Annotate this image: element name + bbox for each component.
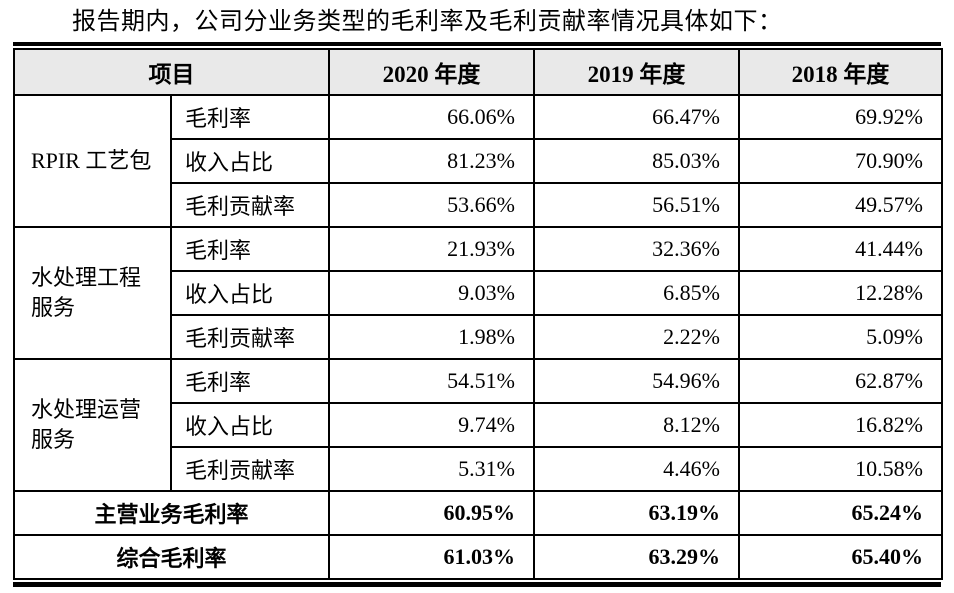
value-cell: 81.23% bbox=[328, 138, 535, 184]
table-row: RPIR 工艺包 毛利率 66.06% 66.47% 69.92% bbox=[13, 94, 943, 228]
value-cell: 6.85% bbox=[533, 270, 740, 316]
value-cell: 12.28% bbox=[738, 270, 943, 316]
value-cell: 66.06% bbox=[328, 94, 535, 140]
value-cell: 69.92% bbox=[738, 94, 943, 140]
value-cell: 56.51% bbox=[533, 182, 740, 228]
summary-row-main-business: 主营业务毛利率 60.95% 63.19% 65.24% bbox=[13, 490, 943, 536]
group-label-water-engineering: 水处理工程服务 bbox=[13, 226, 172, 360]
value-cell: 62.87% bbox=[738, 358, 943, 404]
value-cell: 41.44% bbox=[738, 226, 943, 272]
metric-label: 毛利率 bbox=[170, 94, 330, 140]
value-cell: 49.57% bbox=[738, 182, 943, 228]
value-cell: 85.03% bbox=[533, 138, 740, 184]
value-cell: 66.47% bbox=[533, 94, 740, 140]
header-year-2020: 2020 年度 bbox=[328, 48, 535, 96]
group-label-water-operation: 水处理运营服务 bbox=[13, 358, 172, 492]
value-cell: 65.40% bbox=[738, 534, 943, 580]
value-cell: 65.24% bbox=[738, 490, 943, 536]
header-year-2018: 2018 年度 bbox=[738, 48, 943, 96]
value-cell: 54.51% bbox=[328, 358, 535, 404]
value-cell: 61.03% bbox=[328, 534, 535, 580]
value-cell: 9.74% bbox=[328, 402, 535, 448]
header-item-label: 项目 bbox=[13, 48, 330, 96]
intro-text: 报告期内，公司分业务类型的毛利率及毛利贡献率情况具体如下： bbox=[72, 9, 783, 35]
summary-label: 主营业务毛利率 bbox=[13, 490, 330, 536]
table-row: 毛利贡献率 5.31% 4.46% 10.58% bbox=[14, 446, 943, 492]
table-row: 毛利贡献率 1.98% 2.22% 5.09% bbox=[14, 314, 943, 360]
value-cell: 5.09% bbox=[738, 314, 943, 360]
metric-label: 收入占比 bbox=[170, 270, 330, 316]
metric-label: 毛利率 bbox=[170, 226, 330, 272]
value-cell: 63.19% bbox=[533, 490, 740, 536]
table-header-row: 项目 2020 年度 2019 年度 2018 年度 bbox=[13, 48, 943, 96]
table-row: 收入占比 81.23% 85.03% 70.90% bbox=[14, 138, 943, 184]
table-row: 毛利贡献率 53.66% 56.51% 49.57% bbox=[14, 182, 943, 228]
value-cell: 54.96% bbox=[533, 358, 740, 404]
value-cell: 4.46% bbox=[533, 446, 740, 492]
table-frame: 项目 2020 年度 2019 年度 2018 年度 RPIR 工艺包 毛利率 … bbox=[13, 42, 943, 587]
table-row: 收入占比 9.03% 6.85% 12.28% bbox=[14, 270, 943, 316]
metric-label: 收入占比 bbox=[170, 138, 330, 184]
value-cell: 5.31% bbox=[328, 446, 535, 492]
value-cell: 9.03% bbox=[328, 270, 535, 316]
header-year-2019: 2019 年度 bbox=[533, 48, 740, 96]
value-cell: 8.12% bbox=[533, 402, 740, 448]
table-row: 水处理运营服务 毛利率 54.51% 54.96% 62.87% bbox=[13, 358, 943, 492]
value-cell: 21.93% bbox=[328, 226, 535, 272]
value-cell: 60.95% bbox=[328, 490, 535, 536]
value-cell: 1.98% bbox=[328, 314, 535, 360]
metric-label: 毛利贡献率 bbox=[170, 314, 330, 360]
value-cell: 10.58% bbox=[738, 446, 943, 492]
value-cell: 32.36% bbox=[533, 226, 740, 272]
group-label-rpir: RPIR 工艺包 bbox=[13, 94, 172, 228]
value-cell: 16.82% bbox=[738, 402, 943, 448]
summary-row-overall: 综合毛利率 61.03% 63.29% 65.40% bbox=[13, 534, 943, 580]
value-cell: 53.66% bbox=[328, 182, 535, 228]
table-row: 收入占比 9.74% 8.12% 16.82% bbox=[14, 402, 943, 448]
gross-margin-table: 项目 2020 年度 2019 年度 2018 年度 RPIR 工艺包 毛利率 … bbox=[13, 48, 943, 580]
value-cell: 2.22% bbox=[533, 314, 740, 360]
value-cell: 63.29% bbox=[533, 534, 740, 580]
metric-label: 毛利率 bbox=[170, 358, 330, 404]
summary-label: 综合毛利率 bbox=[13, 534, 330, 580]
metric-label: 毛利贡献率 bbox=[170, 446, 330, 492]
value-cell: 70.90% bbox=[738, 138, 943, 184]
table-row: 水处理工程服务 毛利率 21.93% 32.36% 41.44% bbox=[13, 226, 943, 360]
metric-label: 毛利贡献率 bbox=[170, 182, 330, 228]
metric-label: 收入占比 bbox=[170, 402, 330, 448]
